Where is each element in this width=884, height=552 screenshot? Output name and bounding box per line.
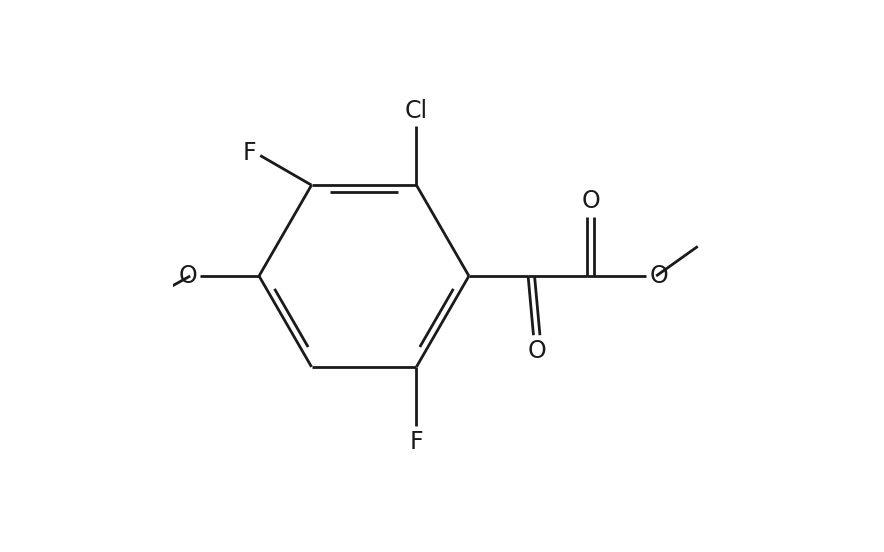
Text: O: O [581,188,600,213]
Text: O: O [649,264,668,288]
Text: F: F [242,141,256,165]
Text: F: F [409,430,423,454]
Text: O: O [179,264,197,288]
Text: Cl: Cl [405,99,428,123]
Text: O: O [528,339,546,364]
